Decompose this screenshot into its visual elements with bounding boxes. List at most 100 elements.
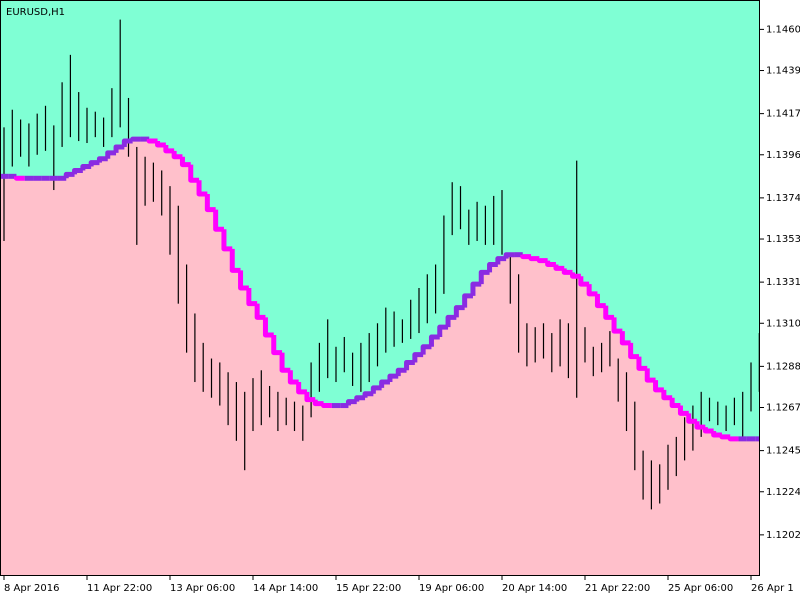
ma-step (88, 160, 100, 167)
y-tick-label: 1.1331 (766, 277, 800, 288)
ma-step (578, 276, 590, 287)
ma-step (304, 391, 316, 403)
ma-step (370, 385, 382, 394)
y-tick-label: 1.1460 (766, 24, 800, 35)
ma-step (312, 399, 324, 407)
ma-step (536, 258, 548, 264)
x-tick-label: 13 Apr 06:00 (170, 583, 235, 594)
ma-step (13, 175, 25, 181)
ma-step (287, 370, 299, 385)
ma-step (594, 293, 606, 309)
ma-step (528, 256, 540, 262)
ma-step (262, 317, 274, 338)
ma-step (204, 193, 216, 213)
ma-step (445, 314, 457, 328)
ma-step (636, 356, 648, 371)
x-tick-label: 11 Apr 22:00 (87, 583, 152, 594)
ma-step (545, 260, 556, 267)
ma-step (221, 229, 233, 252)
ma-step (229, 248, 241, 273)
ma-step (520, 254, 532, 260)
ma-step (677, 405, 689, 416)
y-tick-label: 1.1245 (766, 446, 800, 457)
ma-step (146, 138, 158, 144)
plot-frame (0, 0, 760, 576)
plot-marks (0, 19, 760, 576)
ma-step (628, 342, 639, 360)
y-tick-label: 1.1417 (766, 109, 800, 120)
ma-step (437, 324, 449, 337)
ma-step (661, 389, 673, 401)
y-tick-label: 1.1202 (766, 530, 800, 541)
ma-step (121, 138, 133, 147)
ma-step (428, 334, 440, 347)
ma-step (711, 431, 722, 438)
ma-step (80, 164, 92, 171)
ma-step (727, 436, 739, 442)
ma-step (96, 156, 108, 163)
ma-step (570, 272, 581, 279)
ma-step (702, 427, 714, 434)
ma-step (478, 269, 490, 285)
x-tick-label: 19 Apr 06:00 (419, 583, 484, 594)
ma-step (404, 359, 415, 371)
y-tick-label: 1.1396 (766, 150, 800, 161)
ma-step (213, 209, 224, 232)
y-tick-label: 1.1267 (766, 403, 800, 414)
ma-step (487, 261, 498, 273)
ma-step (63, 171, 75, 179)
ma-step (503, 252, 515, 259)
y-tick-label: 1.1288 (766, 361, 800, 372)
ma-step (669, 397, 681, 409)
ma-step (179, 156, 191, 168)
x-tick-label: 15 Apr 22:00 (336, 583, 401, 594)
ma-step (130, 136, 141, 142)
ma-step (196, 180, 208, 197)
y-tick-label: 1.1439 (766, 66, 800, 77)
ma-step (271, 335, 283, 356)
ma-step (694, 421, 706, 430)
ma-step (470, 281, 482, 296)
ma-step (296, 382, 307, 395)
x-tick-label: 25 Apr 06:00 (668, 583, 733, 594)
y-tick-label: 1.1310 (766, 318, 800, 329)
ma-step (362, 391, 374, 398)
x-tick-label: 20 Apr 14:00 (502, 583, 567, 594)
ma-step (586, 284, 598, 297)
x-tick-label: 8 Apr 2016 (4, 583, 59, 594)
ma-step (345, 399, 357, 406)
ma-step (412, 352, 424, 363)
ma-step (644, 368, 656, 383)
ma-step (171, 150, 183, 160)
y-tick-label: 1.1353 (766, 234, 800, 245)
ma-step (163, 144, 175, 154)
ma-step (246, 288, 258, 307)
ma-step (619, 331, 631, 346)
ma-step (379, 379, 390, 388)
ma-step (453, 305, 465, 318)
chart-title: EURUSD,H1 (6, 7, 65, 18)
ma-step (113, 144, 125, 153)
ma-step (719, 434, 731, 440)
ma-step (254, 303, 266, 320)
x-tick-label: 26 Apr 1 (751, 583, 794, 594)
ma-step (561, 268, 573, 275)
ma-step (611, 317, 623, 334)
ma-fill-below (0, 139, 760, 576)
ma-step (603, 305, 615, 320)
ma-step (387, 373, 399, 383)
ma-step (105, 150, 117, 159)
ma-step (279, 352, 291, 373)
ma-step (188, 164, 200, 183)
ma-step (72, 167, 83, 175)
x-tick-label: 14 Apr 14:00 (253, 583, 318, 594)
ma-step (653, 380, 664, 393)
ma-step (462, 293, 473, 308)
ma-step (238, 270, 249, 291)
y-tick-label: 1.1224 (766, 487, 800, 498)
x-tick-label: 21 Apr 22:00 (585, 583, 650, 594)
ma-step (686, 413, 698, 424)
ma-step (553, 264, 565, 271)
ma-step (395, 367, 407, 377)
y-tick-label: 1.1374 (766, 193, 800, 204)
